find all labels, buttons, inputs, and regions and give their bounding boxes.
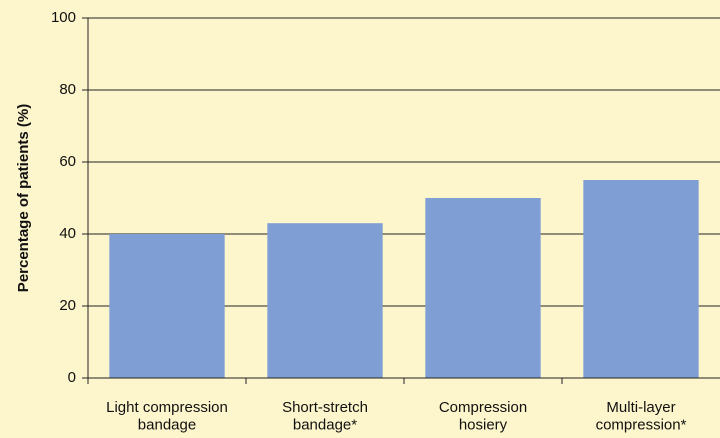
x-tick-label: Light compression bandage xyxy=(106,399,228,433)
y-tick-label: 60 xyxy=(59,153,76,170)
y-axis-label: Percentage of patients (%) xyxy=(15,104,32,292)
y-tick-label: 100 xyxy=(51,9,76,26)
x-tick-label: Compression hosiery xyxy=(439,399,527,433)
bar xyxy=(267,223,383,378)
y-tick-label: 40 xyxy=(59,225,76,242)
y-tick-label: 20 xyxy=(59,297,76,314)
x-tick-label: Short-stretch bandage* xyxy=(282,399,368,433)
x-tick-label: Multi-layer compression* xyxy=(596,399,687,433)
bar xyxy=(583,180,699,378)
y-tick-label: 0 xyxy=(68,369,76,386)
y-tick-label: 80 xyxy=(59,81,76,98)
bar xyxy=(109,234,225,378)
bar xyxy=(425,198,541,378)
